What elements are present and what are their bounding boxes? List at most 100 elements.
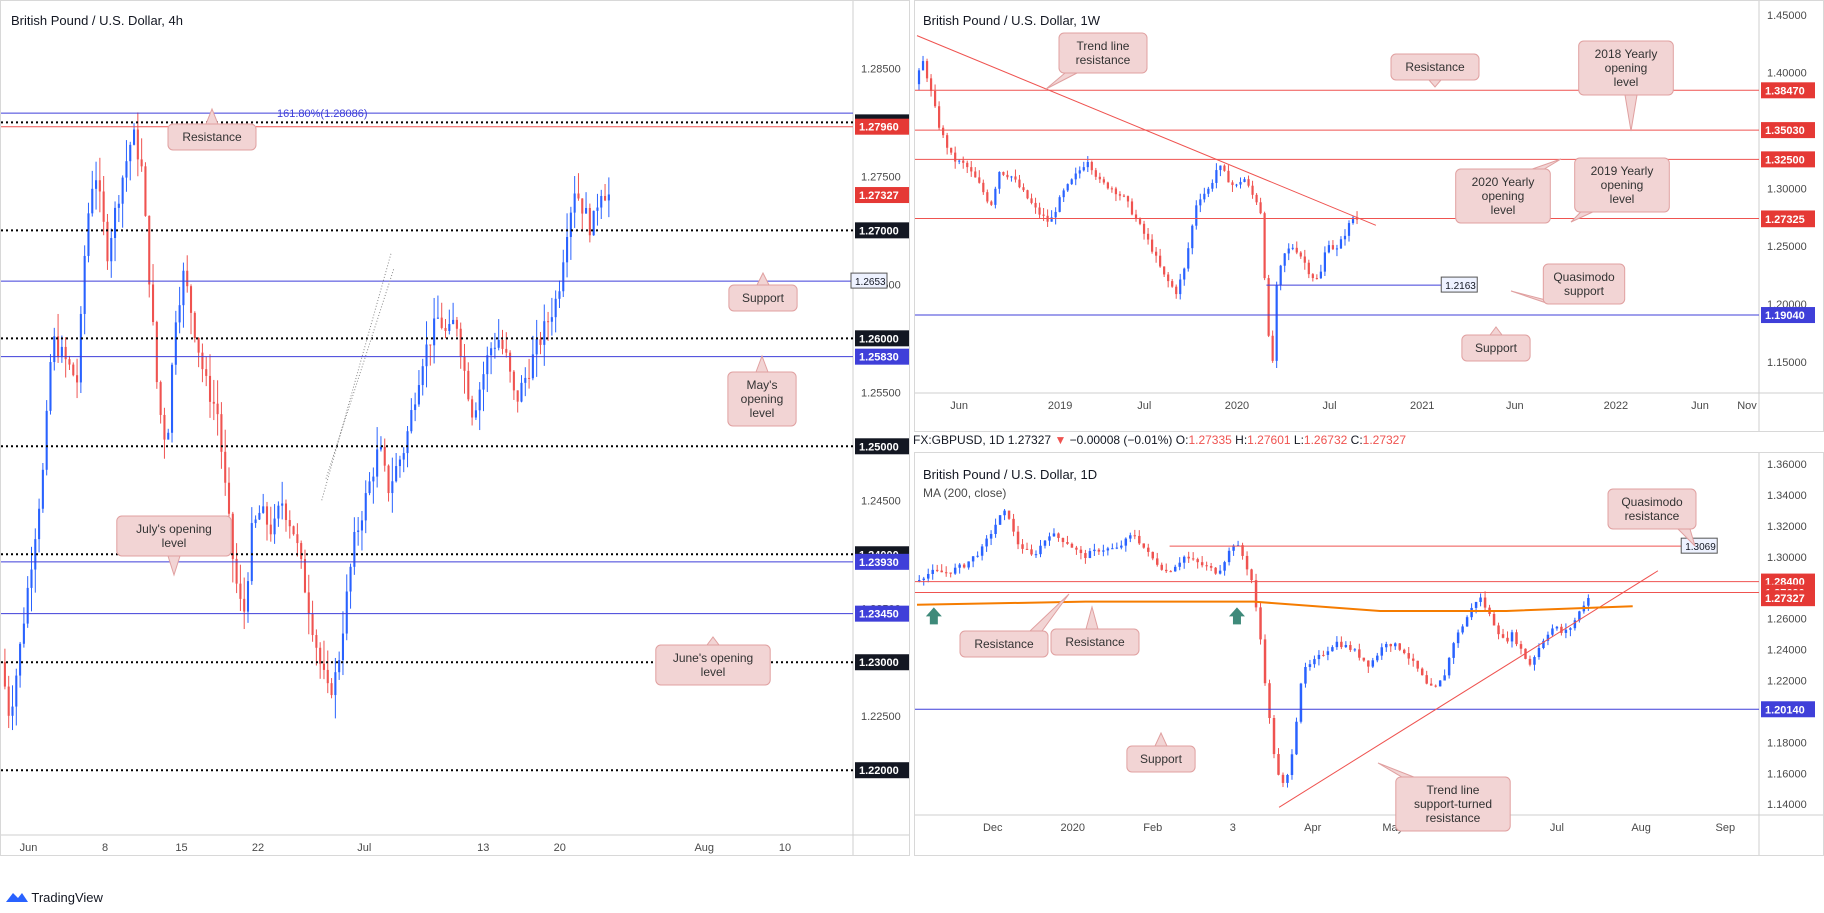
chart-panel-4h[interactable]: 1.220001.225001.230001.235001.240001.245… — [0, 0, 910, 856]
callout-resistance-1d-b-box — [1050, 628, 1140, 656]
candle-body — [1537, 648, 1541, 658]
candle-body — [159, 382, 162, 415]
candle-body — [535, 339, 538, 355]
candle-body — [448, 324, 451, 331]
callout-2020-yearly-opening-text: level — [1491, 203, 1516, 217]
candle-body — [1344, 645, 1348, 648]
candle-body — [193, 312, 196, 338]
candle-body — [1573, 620, 1577, 629]
candle-body — [1380, 647, 1384, 656]
candle-body — [1551, 628, 1554, 635]
candle-body — [1515, 632, 1518, 645]
candle-body — [68, 359, 71, 365]
candle-body — [140, 159, 143, 167]
chart-1w-svg[interactable]: 1.150001.200001.250001.300001.350001.400… — [915, 1, 1823, 431]
candle-body — [588, 207, 591, 236]
callout-resistance-1d-a-box — [959, 630, 1049, 658]
current-price-badge: 1.27327 — [1765, 593, 1805, 605]
price-badge: 1.35030 — [1765, 125, 1805, 137]
candle-body — [338, 660, 341, 673]
candle-body — [1030, 198, 1033, 203]
candle-body — [1327, 245, 1331, 253]
candle-body — [989, 534, 993, 539]
price-badge-bg — [855, 654, 909, 671]
x-tick-label: 2020 — [1061, 822, 1085, 834]
candle-body — [1211, 182, 1214, 189]
candle-body — [79, 313, 82, 383]
candle-body — [1039, 545, 1042, 555]
candle-body — [22, 623, 25, 644]
candle-body — [220, 414, 223, 452]
candle-body — [1074, 173, 1077, 180]
price-badge-bg — [855, 762, 909, 779]
candle-body — [436, 317, 439, 319]
current-price-badge-bg — [855, 187, 909, 204]
candle-body — [26, 587, 29, 624]
candle-body — [1389, 644, 1393, 647]
candle-body — [490, 348, 493, 356]
candle-body — [1542, 640, 1545, 648]
candle-body — [114, 207, 117, 239]
candle-body — [585, 207, 588, 214]
chart-1d-svg[interactable]: 1.140001.160001.180001.200001.220001.240… — [915, 453, 1823, 855]
candle-body — [1183, 268, 1186, 280]
candle-body — [349, 566, 352, 592]
candle-body — [110, 238, 113, 262]
callout-support-1d: Support — [1126, 731, 1196, 773]
candle-body — [117, 203, 120, 208]
x-tick-label: 2019 — [1048, 400, 1072, 412]
candle-body — [250, 523, 253, 582]
candle-body — [1281, 774, 1285, 783]
callout-2019-yearly-opening-text: 2019 Yearly — [1591, 164, 1654, 178]
x-tick-label: 8 — [102, 842, 108, 854]
candle-body — [1048, 536, 1051, 541]
candle-body — [1492, 613, 1496, 626]
candle-body — [452, 319, 455, 325]
candle-body — [1102, 179, 1105, 183]
callout-2020-yearly-opening-box — [1455, 168, 1551, 224]
callout-resistance-1w-box — [1390, 53, 1480, 81]
candle-body — [1447, 657, 1451, 676]
candle-body — [1299, 683, 1303, 722]
candle-body — [566, 236, 569, 263]
chart-panel-1d[interactable]: 1.140001.160001.180001.200001.220001.240… — [914, 452, 1824, 856]
candle-body — [322, 663, 326, 670]
candle-body — [1195, 205, 1198, 226]
candle-body — [406, 431, 409, 454]
chart-4h-svg[interactable]: 1.220001.225001.230001.235001.240001.245… — [1, 1, 909, 855]
candle-body — [1082, 167, 1085, 171]
candle-body — [391, 481, 394, 494]
candle-body — [1331, 245, 1335, 250]
candle-body — [1120, 545, 1123, 548]
candle-body — [1025, 548, 1029, 550]
candle-body — [353, 531, 356, 567]
candle-body — [1110, 188, 1114, 190]
candle-body — [296, 534, 299, 544]
price-badge-bg — [855, 553, 909, 570]
candle-body — [425, 344, 428, 367]
candle-body — [524, 377, 527, 383]
candle-body — [64, 346, 67, 360]
price-badge: 1.23000 — [859, 657, 899, 669]
candle-body — [1066, 542, 1069, 544]
candle-body — [1255, 194, 1258, 203]
candle-body — [1016, 531, 1020, 545]
candle-body — [962, 160, 965, 163]
candle-body — [1279, 265, 1282, 286]
current-price-badge: 1.27325 — [1765, 214, 1805, 226]
candle-body — [1167, 274, 1170, 282]
candle-body — [1501, 634, 1505, 638]
candle-body — [440, 317, 443, 328]
callout-resistance-1w-text: Resistance — [1405, 60, 1465, 74]
candle-body — [1102, 550, 1105, 552]
candle-body — [11, 706, 14, 716]
y-tick-label: 1.24000 — [1767, 645, 1807, 657]
candle-body — [600, 195, 603, 208]
tradingview-brand[interactable]: TradingView — [6, 890, 103, 905]
chart-panel-1w[interactable]: 1.150001.200001.250001.300001.350001.400… — [914, 0, 1824, 432]
candle-body — [1007, 510, 1011, 519]
callout-2020-yearly-opening-text: 2020 Yearly — [1472, 175, 1535, 189]
candle-body — [1232, 545, 1235, 551]
